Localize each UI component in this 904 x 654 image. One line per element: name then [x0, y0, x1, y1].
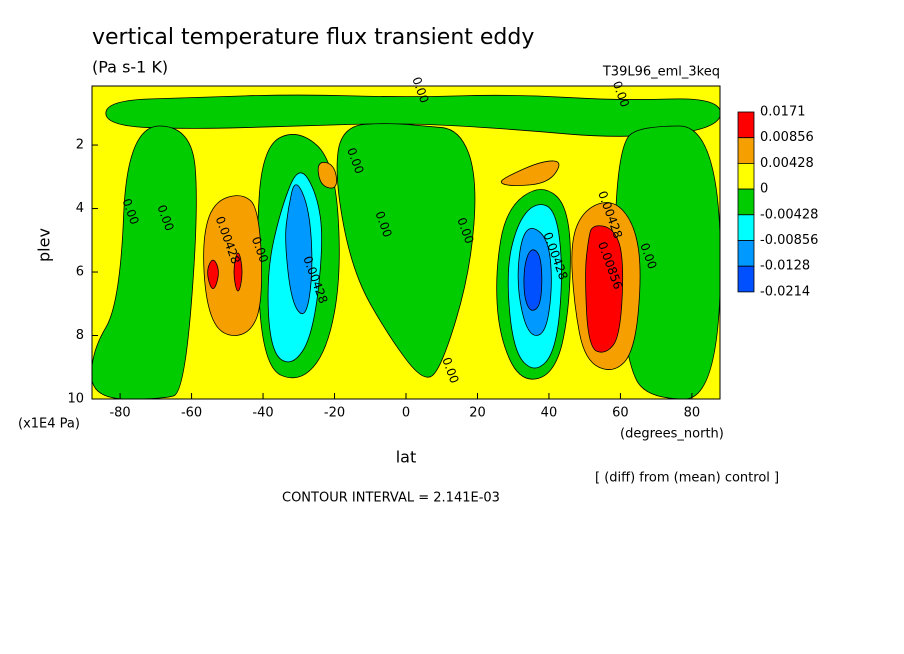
x-units: (degrees_north)	[620, 427, 724, 442]
x-tick-label: 0	[402, 406, 410, 421]
note: [ (diff) from (mean) control ]	[595, 471, 779, 486]
colorbar-label: 0.0171	[760, 105, 806, 120]
x-tick-label: 60	[612, 406, 629, 421]
y-tick-label: 4	[76, 201, 84, 216]
x-tick-label: 20	[469, 406, 486, 421]
colorbar-label: -0.0128	[760, 259, 810, 274]
dataset-label: T39L96_eml_3keq	[602, 65, 720, 80]
colorbar-box	[737, 162, 755, 190]
contour-region	[105, 94, 720, 137]
contour-region	[336, 123, 476, 378]
y-axis-label: plev	[35, 228, 54, 262]
contour-region	[523, 249, 543, 311]
contour-region	[317, 161, 337, 189]
y-tick-label: 6	[76, 265, 84, 280]
colorbar-label: 0.00856	[760, 130, 814, 145]
contour-region	[92, 125, 197, 399]
chart-subtitle: (Pa s-1 K)	[92, 58, 168, 77]
y-tick-label: 10	[67, 392, 84, 407]
contour-region	[585, 225, 624, 353]
contour-region	[207, 259, 219, 290]
x-tick-label: -40	[252, 406, 273, 421]
colorbar-box	[737, 240, 755, 267]
colorbar-label: 0	[760, 182, 768, 197]
colorbar-box	[737, 111, 755, 139]
colorbar-label: -0.0214	[760, 284, 810, 299]
contour-interval: CONTOUR INTERVAL = 2.141E-03	[282, 491, 500, 506]
x-tick-label: 40	[541, 406, 558, 421]
contour-region	[285, 184, 313, 315]
contour-region	[233, 252, 243, 292]
chart-title: vertical temperature flux transient eddy	[92, 25, 534, 50]
colorbar-box	[737, 188, 755, 216]
x-tick-label: 80	[684, 406, 701, 421]
colorbar-box	[737, 214, 755, 241]
y-tick-label: 2	[76, 138, 84, 153]
y-tick-label: 8	[76, 328, 84, 343]
colorbar-box	[737, 265, 755, 293]
contour-region	[500, 160, 560, 186]
x-axis-label: lat	[396, 448, 417, 467]
x-tick-label: -80	[109, 406, 130, 421]
colorbar-box	[737, 137, 755, 164]
x-tick-label: -60	[181, 406, 202, 421]
x-tick-label: -20	[324, 406, 345, 421]
contour-region	[203, 195, 263, 336]
colorbar-label: -0.00856	[760, 233, 818, 248]
y-units: (x1E4 Pa)	[18, 417, 80, 432]
colorbar-label: -0.00428	[760, 207, 818, 222]
colorbar-label: 0.00428	[760, 156, 814, 171]
